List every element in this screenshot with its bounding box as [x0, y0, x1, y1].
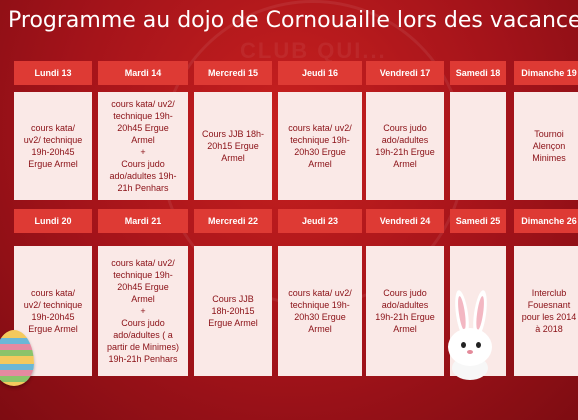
bunny-icon	[446, 289, 496, 390]
day-header: Dimanche 19	[514, 61, 578, 85]
day-schedule-cell	[450, 92, 506, 200]
day-schedule-cell: Cours JJB 18h-20h15 Ergue Armel	[194, 246, 272, 376]
day-schedule-cell: cours kata/ uv2/ technique 19h- 20h30 Er…	[278, 92, 362, 200]
day-schedule-cell: cours kata/ uv2/ technique 19h-20h45 Erg…	[14, 92, 92, 200]
day-schedule-cell: Interclub Fouesnant pour les 2014 à 2018	[514, 246, 578, 376]
easter-egg-icon	[0, 330, 34, 386]
day-header: Jeudi 16	[278, 61, 362, 85]
day-header: Samedi 25	[450, 209, 506, 233]
day-header: Mercredi 22	[194, 209, 272, 233]
day-schedule-cell: cours kata/ uv2/ technique 19h-20h45 Erg…	[14, 246, 92, 376]
day-schedule-cell: Tournoi Alençon Minimes	[514, 92, 578, 200]
day-header: Mardi 14	[98, 61, 188, 85]
day-header: Jeudi 23	[278, 209, 362, 233]
day-header: Vendredi 17	[366, 61, 444, 85]
day-header: Samedi 18	[450, 61, 506, 85]
day-header: Mercredi 15	[194, 61, 272, 85]
day-schedule-cell: cours kata/ uv2/ technique 19h- 20h45 Er…	[98, 92, 188, 200]
day-schedule-cell: Cours JJB 18h- 20h15 Ergue Armel	[194, 92, 272, 200]
day-schedule-cell: Cours judo ado/adultes 19h-21h Ergue Arm…	[366, 246, 444, 376]
day-header: Lundi 20	[14, 209, 92, 233]
day-schedule-cell: cours kata/ uv2/ technique 19h- 20h45 Er…	[98, 246, 188, 376]
page-title: Programme au dojo de Cornouaille lors de…	[8, 8, 578, 33]
day-header: Mardi 21	[98, 209, 188, 233]
watermark-text: CLUB QUI...	[240, 38, 387, 63]
day-header: Dimanche 26	[514, 209, 578, 233]
day-header: Vendredi 24	[366, 209, 444, 233]
day-schedule-cell: Cours judo ado/adultes 19h-21h Ergue Arm…	[366, 92, 444, 200]
day-schedule-cell: cours kata/ uv2/ technique 19h- 20h30 Er…	[278, 246, 362, 376]
day-header: Lundi 13	[14, 61, 92, 85]
